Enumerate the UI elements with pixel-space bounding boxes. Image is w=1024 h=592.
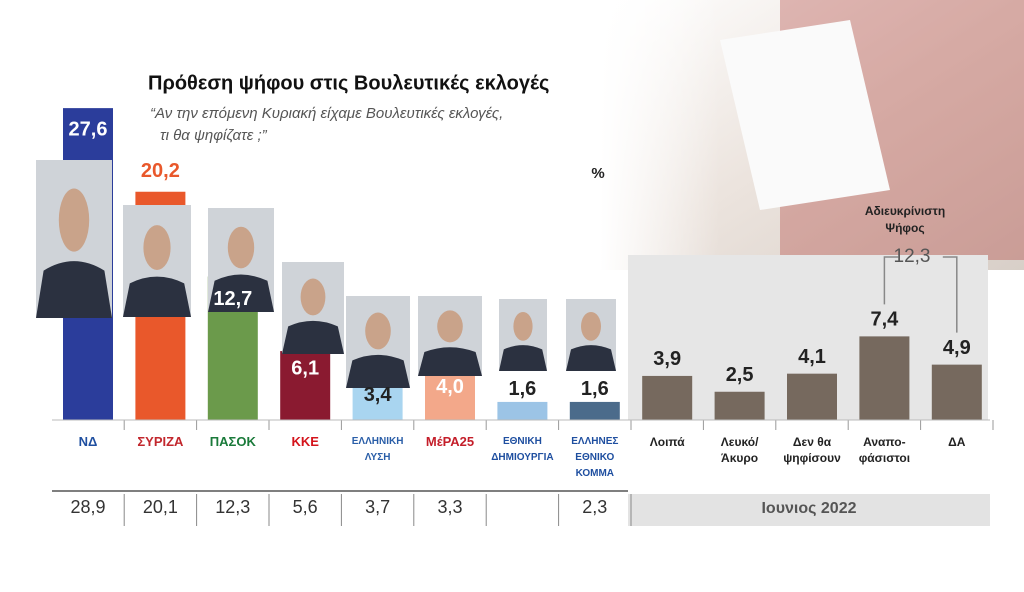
category-label: Δεν θα ψηφίσουν bbox=[783, 435, 841, 465]
portrait-body bbox=[208, 274, 274, 312]
value-label: 1,6 bbox=[581, 378, 609, 400]
bar bbox=[280, 351, 331, 420]
subtitle: τι θα ψηφίζατε ;” bbox=[160, 127, 268, 144]
portrait-body bbox=[566, 345, 616, 371]
bracket-value: 12,3 bbox=[894, 246, 931, 267]
bracket-label: Ψήφος bbox=[885, 221, 924, 235]
bar bbox=[931, 364, 982, 420]
previous-value: 2,3 bbox=[582, 497, 607, 517]
portrait-head bbox=[437, 310, 463, 343]
previous-value: 20,1 bbox=[143, 497, 178, 517]
portrait-head bbox=[365, 312, 391, 350]
category-label: Αναπο- φάσιστοι bbox=[858, 435, 911, 465]
value-label: 6,1 bbox=[291, 357, 319, 379]
bar bbox=[497, 401, 548, 420]
portrait-body bbox=[123, 276, 191, 317]
category-label: ΣΥΡΙΖΑ bbox=[137, 434, 184, 449]
portrait-body bbox=[36, 261, 112, 318]
bracket-label: Αδιευκρίνιστη bbox=[865, 204, 945, 218]
value-label: 7,4 bbox=[870, 309, 899, 331]
previous-name: Ιουνιος 2022 bbox=[761, 500, 856, 517]
value-label: 20,2 bbox=[141, 160, 180, 182]
portrait-body bbox=[418, 347, 482, 376]
value-label: 27,6 bbox=[69, 118, 108, 140]
background-fade bbox=[600, 0, 720, 270]
category-label: ΚΚΕ bbox=[291, 434, 319, 449]
portrait-body bbox=[282, 320, 344, 354]
portrait-head bbox=[581, 311, 601, 341]
bar bbox=[569, 401, 620, 420]
chart-title: Πρόθεση ψήφου στις Βουλευτικές εκλογές bbox=[148, 72, 549, 94]
category-label: ΝΔ bbox=[78, 434, 98, 449]
previous-value: 5,6 bbox=[293, 497, 318, 517]
portrait-head bbox=[513, 311, 533, 341]
category-label: ΔΑ bbox=[948, 435, 966, 449]
category-label: ΕΘΝΙΚΗ ΔΗΜΙΟΥΡΓΙΑ bbox=[491, 436, 554, 463]
previous-value: 3,3 bbox=[437, 497, 462, 517]
previous-value: 12,3 bbox=[215, 497, 250, 517]
category-label: ΜέΡΑ25 bbox=[425, 434, 475, 449]
portrait-head bbox=[227, 226, 255, 269]
category-label: ΕΛΛΗΝΕΣ ΕΘΝΙΚΟ ΚΟΜΜΑ bbox=[571, 436, 619, 479]
portrait-head bbox=[143, 225, 171, 270]
value-label: 1,6 bbox=[508, 378, 536, 400]
bar bbox=[859, 336, 910, 420]
ballot-paper bbox=[720, 20, 890, 210]
bracket bbox=[883, 256, 958, 333]
value-label: 3,9 bbox=[653, 348, 681, 370]
value-label: 4,0 bbox=[436, 376, 464, 398]
bar bbox=[714, 391, 765, 420]
portrait-head bbox=[58, 188, 90, 252]
value-label: 12,7 bbox=[213, 288, 252, 310]
category-label: Λοιπά bbox=[649, 435, 685, 449]
subtitle: “Αν την επόμενη Κυριακή είχαμε Βουλευτικ… bbox=[150, 105, 503, 122]
category-label: Λευκό/ Άκυρο bbox=[720, 435, 759, 465]
value-label: 2,5 bbox=[726, 364, 754, 386]
unit: % bbox=[591, 165, 604, 182]
bar bbox=[787, 373, 837, 420]
category-label: ΠΑΣΟΚ bbox=[209, 434, 256, 449]
value-label: 3,4 bbox=[364, 384, 393, 406]
previous-value: 3,7 bbox=[365, 497, 390, 517]
previous-value: 28,9 bbox=[70, 497, 105, 517]
portrait-body bbox=[499, 345, 547, 371]
bar bbox=[642, 375, 693, 420]
value-label: 4,1 bbox=[798, 346, 826, 368]
previous-band bbox=[628, 494, 990, 526]
bar bbox=[425, 374, 475, 420]
portrait-head bbox=[300, 278, 326, 316]
value-label: 4,9 bbox=[943, 337, 971, 359]
category-label: ΕΛΛΗΝΙΚΗ ΛΥΣΗ bbox=[351, 436, 404, 463]
portrait-body bbox=[346, 354, 410, 388]
